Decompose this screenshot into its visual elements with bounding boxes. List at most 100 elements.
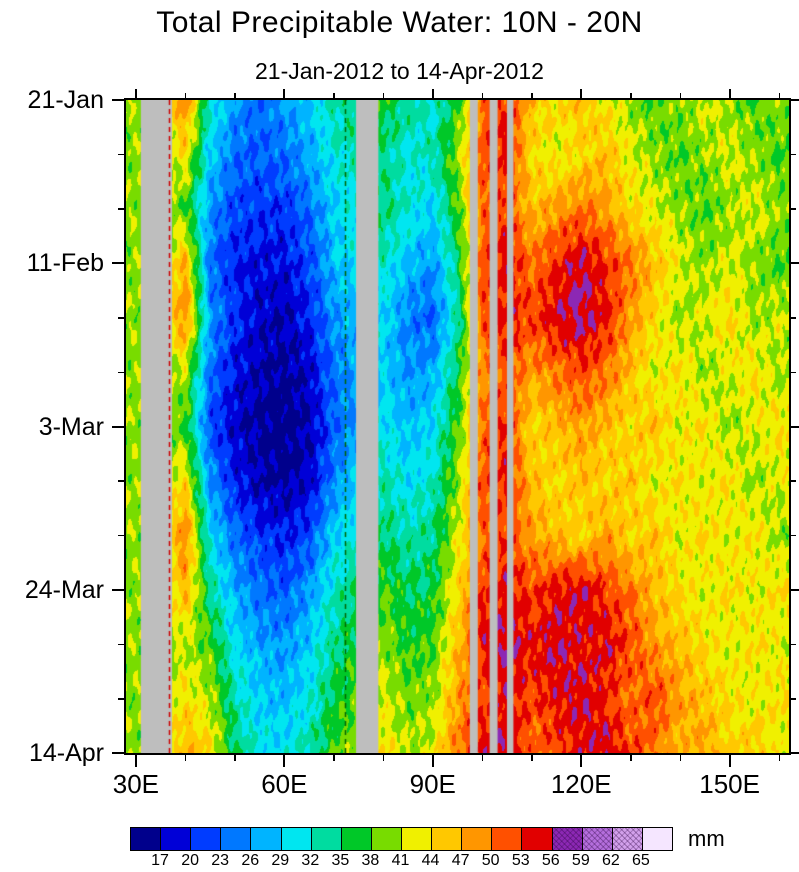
axis-tick: [118, 643, 124, 646]
colorbar-tick-label: 41: [391, 852, 410, 869]
axis-tick: [791, 99, 799, 101]
axis-tick: [118, 208, 124, 210]
colorbar-segment: [340, 828, 371, 850]
colorbar-segment: [491, 828, 522, 850]
colorbar-segment: [461, 828, 492, 850]
colorbar-tick-label: 29: [271, 852, 290, 869]
y-tick-label: 21-Jan: [27, 86, 104, 114]
x-tick-label: 120E: [550, 769, 612, 799]
axis-tick: [481, 755, 484, 761]
axis-tick: [791, 153, 796, 156]
axis-tick: [531, 755, 533, 761]
colorbar-tick-label: 47: [451, 852, 470, 869]
axis-tick: [778, 93, 781, 98]
colorbar-segment: [551, 828, 582, 850]
axis-tick: [112, 425, 124, 428]
axis-tick: [118, 534, 124, 537]
axis-tick: [580, 755, 583, 767]
x-tick-label: 90E: [409, 769, 456, 799]
y-tick-label: 14-Apr: [28, 739, 104, 767]
axis-tick: [791, 698, 796, 700]
axis-tick: [791, 752, 799, 754]
colorbar-tick-label: 65: [632, 852, 650, 869]
axis-tick: [630, 755, 632, 761]
axis-tick: [431, 89, 434, 98]
colorbar-tick-label: 32: [301, 852, 320, 869]
axis-tick: [118, 153, 124, 156]
x-tick-label: 60E: [261, 769, 308, 799]
axis-tick: [184, 755, 187, 761]
axis-tick: [112, 588, 124, 591]
axis-tick: [184, 93, 187, 98]
colorbar-segment: [131, 828, 161, 850]
axis-tick: [791, 262, 799, 265]
colorbar-tick-label: 26: [241, 852, 260, 869]
colorbar-tick-label: 50: [481, 852, 500, 869]
colorbar-segment: [190, 828, 221, 850]
axis-tick: [431, 755, 434, 767]
chart-title: Total Precipitable Water: 10N - 20N: [156, 6, 643, 39]
axis-tick: [283, 89, 286, 98]
axis-tick: [679, 93, 682, 98]
axis-tick: [134, 755, 137, 767]
axis-tick: [791, 208, 796, 210]
axis-tick: [481, 93, 484, 98]
y-tick-label: 11-Feb: [26, 249, 104, 278]
axis-tick: [234, 93, 236, 98]
axis-tick: [791, 317, 796, 319]
colorbar-tick-label: 20: [181, 852, 199, 869]
colorbar-segment: [310, 828, 341, 850]
colorbar-tick-label: 44: [421, 852, 440, 869]
axis-tick: [531, 93, 533, 98]
x-tick-label: 150E: [699, 769, 760, 799]
colorbar-tick-label: 23: [211, 852, 230, 869]
colorbar-segment: [250, 828, 281, 850]
axis-tick: [728, 89, 731, 98]
axis-tick: [118, 480, 124, 482]
axis-tick: [778, 755, 781, 761]
axis-tick: [791, 588, 799, 591]
axis-tick: [728, 755, 731, 767]
colorbar-segment: [220, 828, 251, 850]
colorbar-tick-label: 53: [511, 852, 530, 869]
y-tick-label: 24-Mar: [24, 575, 104, 604]
axis-tick: [134, 89, 137, 98]
colorbar: [130, 827, 673, 851]
axis-tick: [791, 371, 796, 374]
y-tick-label: 3-Mar: [38, 412, 104, 441]
colorbar-tick-label: 38: [361, 852, 380, 869]
plot-area: [124, 98, 791, 755]
axis-tick: [580, 89, 583, 98]
colorbar-segment: [280, 828, 311, 850]
axis-tick: [382, 755, 385, 761]
axis-tick: [679, 755, 682, 761]
axis-tick: [118, 698, 124, 700]
axis-tick: [283, 755, 286, 767]
axis-tick: [791, 643, 796, 646]
colorbar-tick-label: 35: [331, 852, 350, 869]
heatmap-canvas: [126, 100, 789, 753]
colorbar-segment: [581, 828, 612, 850]
colorbar-segment: [611, 828, 642, 850]
axis-tick: [112, 262, 124, 265]
axis-tick: [382, 93, 385, 98]
colorbar-tick-label: 62: [601, 852, 620, 869]
axis-tick: [333, 755, 335, 761]
chart-subtitle: 21-Jan-2012 to 14-Apr-2012: [255, 58, 544, 84]
axis-tick: [333, 93, 335, 98]
x-tick-label: 30E: [112, 769, 160, 799]
colorbar-segment: [160, 828, 191, 850]
colorbar-segment: [521, 828, 552, 850]
axis-tick: [630, 93, 632, 98]
colorbar-tick-label: 59: [571, 852, 590, 869]
colorbar-tick-label: 56: [541, 852, 560, 869]
axis-tick: [112, 99, 124, 101]
colorbar-segment: [431, 828, 462, 850]
axis-tick: [234, 755, 236, 761]
axis-tick: [118, 371, 124, 374]
colorbar-segment: [400, 828, 432, 850]
colorbar-segment: [370, 828, 401, 850]
axis-tick: [791, 480, 796, 482]
axis-tick: [118, 317, 124, 319]
